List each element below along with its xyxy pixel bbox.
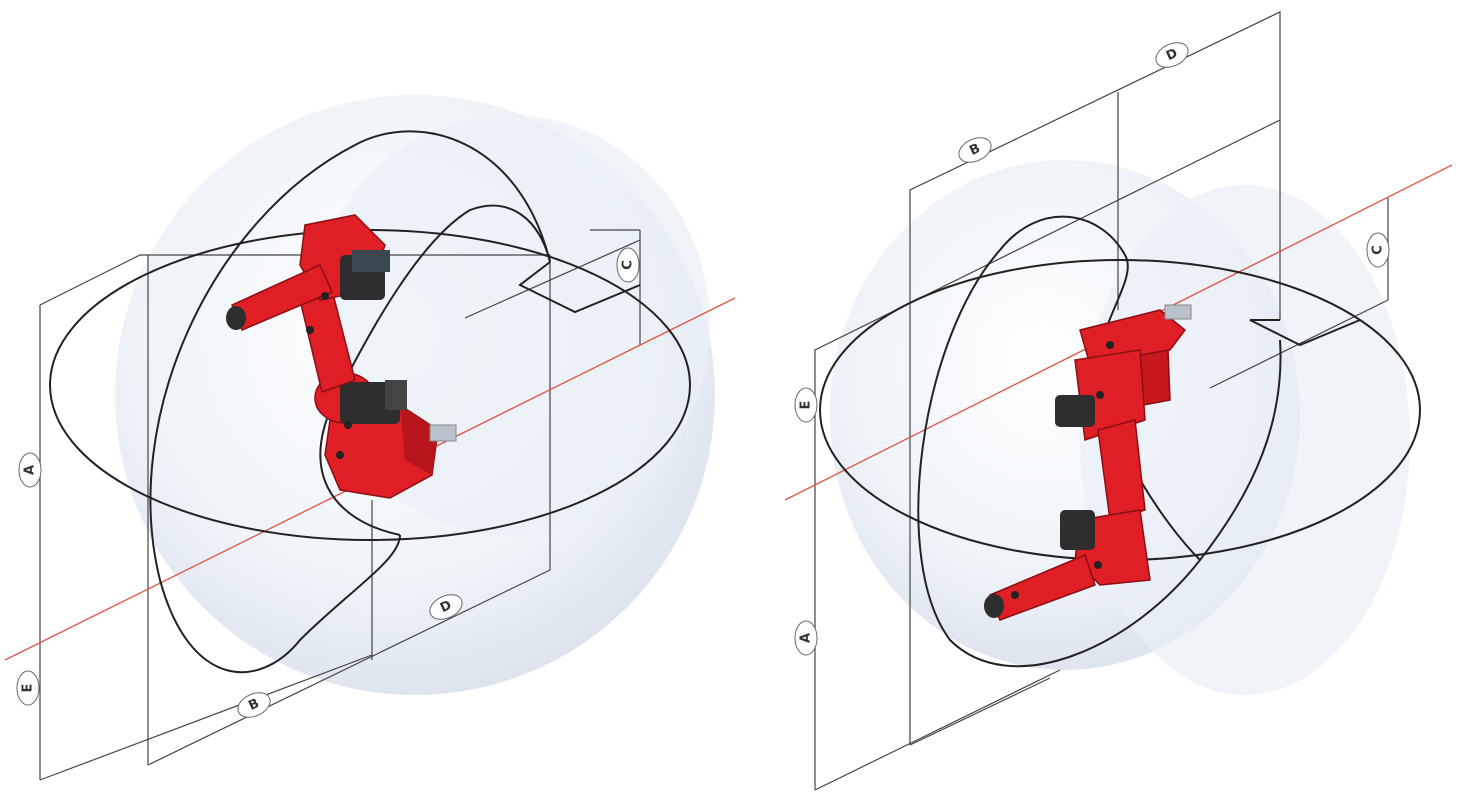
right-label-b: B — [958, 137, 992, 163]
right-diagram: E A B D C — [784, 11, 1453, 791]
svg-text:A: A — [23, 465, 38, 475]
left-label-c: C — [616, 247, 640, 283]
left-label-d: D — [429, 594, 463, 620]
right-label-e: E — [794, 387, 818, 423]
right-robot-arm — [984, 304, 1192, 621]
right-label-d: D — [1155, 42, 1189, 68]
left-label-a: A — [18, 452, 42, 488]
svg-text:A: A — [799, 633, 814, 643]
left-label-e: E — [16, 670, 40, 706]
left-label-b: B — [237, 692, 271, 718]
left-robot-arm — [226, 214, 457, 499]
svg-text:C: C — [621, 260, 636, 270]
right-label-c: C — [1366, 232, 1390, 268]
right-label-a: A — [794, 620, 818, 656]
svg-text:C: C — [1371, 245, 1386, 255]
svg-text:E: E — [21, 684, 36, 693]
svg-text:E: E — [799, 401, 814, 410]
left-diagram: A E B D C — [4, 95, 736, 781]
left-envelope — [49, 130, 691, 673]
